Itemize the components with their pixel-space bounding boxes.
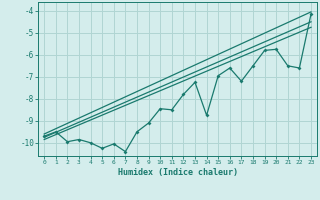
X-axis label: Humidex (Indice chaleur): Humidex (Indice chaleur) [118,168,238,177]
